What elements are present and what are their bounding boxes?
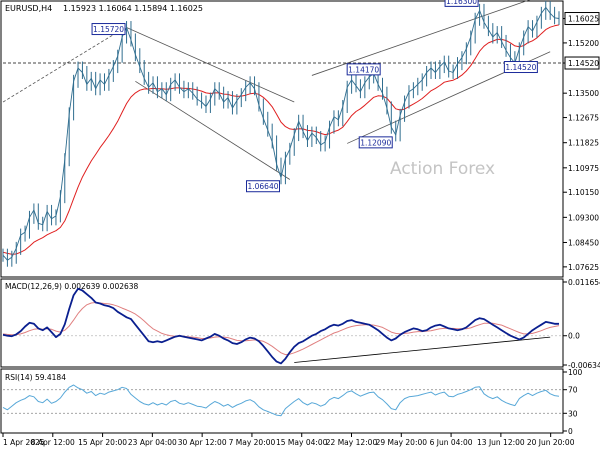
- rsi-axis-label: 30: [568, 409, 578, 418]
- axes: 1.16025 1.15200 1.14520 1.13500 1.12675 1.118…: [2, 12, 600, 447]
- macd-main-line: [2, 287, 559, 365]
- price-label-box: [246, 180, 280, 193]
- macd-title: MACD(12,26,9) 0.002639 0.002638: [5, 282, 139, 291]
- price-axis-label: 1.09300: [568, 213, 599, 222]
- price-label: 1.14170: [348, 65, 379, 74]
- trend-line-0: [2, 26, 127, 103]
- time-axis-label: 15 May 04:00: [276, 438, 328, 447]
- price-label-box: [358, 136, 393, 149]
- price-plot: 1.15720 1.06640 1.14170 1.12090 1.16300 1.145…: [2, 0, 563, 267]
- macd-panel-frame: [0, 278, 564, 368]
- price-label: 1.06640: [247, 182, 278, 191]
- price-label-box: [503, 61, 538, 74]
- price-label: 1.12090: [360, 138, 391, 147]
- price-label-box: [444, 0, 479, 7]
- rsi-axis-label: 100: [568, 368, 583, 377]
- current-price-box: [564, 12, 600, 26]
- price-axis-label: 1.13500: [568, 89, 599, 98]
- price-axis-label: 1.16025: [568, 15, 599, 24]
- time-axis-label: 15 Apr 20:00: [78, 438, 127, 447]
- macd-plot: [2, 287, 563, 365]
- macd-axis-label: -0.006345: [568, 361, 600, 370]
- time-axis-label: 22 May 12:00: [326, 438, 378, 447]
- symbol-timeframe: EURUSD,H4: [5, 4, 52, 13]
- time-axis-label: 7 May 20:00: [229, 438, 276, 447]
- price-axis-label: 1.08450: [568, 238, 599, 247]
- price-axis-label: 1.15200: [568, 39, 599, 48]
- time-axis-label: 29 May 20:00: [376, 438, 428, 447]
- price-label: 1.14520: [505, 63, 536, 72]
- price-label-box: [346, 63, 381, 76]
- time-axis-label: 30 Apr 12:00: [178, 438, 227, 447]
- time-axis-label: 1 Apr 2025: [3, 438, 45, 447]
- price-axis-label: 1.14520: [568, 59, 599, 68]
- rsi-plot: [2, 384, 563, 417]
- time-axis-label: 13 Jun 12:00: [477, 438, 525, 447]
- price-panel-frame: [0, 0, 564, 278]
- time-axis-label: 23 Apr 04:00: [128, 438, 177, 447]
- price-label: 1.15720: [93, 25, 124, 34]
- price-axis-label: 1.10975: [568, 164, 599, 173]
- price-axis-label: 1.07625: [568, 263, 599, 272]
- rsi-line: [2, 384, 560, 417]
- watermark: Action Forex: [390, 159, 495, 179]
- macd-trend-line: [294, 336, 551, 363]
- trend-line-2: [135, 81, 291, 180]
- trend-line-1: [126, 27, 295, 103]
- time-axis-label: 6 Jun 04:00: [430, 438, 473, 447]
- time-axis-label: 20 Jun 20:00: [527, 438, 575, 447]
- rsi-panel-frame: [0, 368, 564, 434]
- rsi-axis-label: 70: [568, 386, 578, 395]
- moving-average-line: [2, 24, 560, 255]
- level-price-box: [564, 56, 600, 70]
- price-axis-label: 1.10150: [568, 188, 599, 197]
- price-axis-label: 1.12675: [568, 114, 599, 123]
- price-line: [2, 6, 560, 261]
- ohlc-readout: 1.15923 1.16064 1.15894 1.16025: [63, 4, 203, 13]
- price-label: 1.16300: [446, 0, 477, 6]
- price-label-box: [91, 23, 126, 36]
- macd-axis-label: 0.011654: [568, 278, 600, 287]
- time-axis-label: 8 Apr 12:00: [31, 438, 75, 447]
- price-axis-label: 1.11825: [568, 139, 599, 148]
- rsi-title: RSI(14) 59.4184: [5, 373, 66, 382]
- macd-axis-label: 0.0: [568, 332, 580, 341]
- trend-line-3: [311, 0, 531, 76]
- rsi-axis-label: 0: [568, 427, 573, 436]
